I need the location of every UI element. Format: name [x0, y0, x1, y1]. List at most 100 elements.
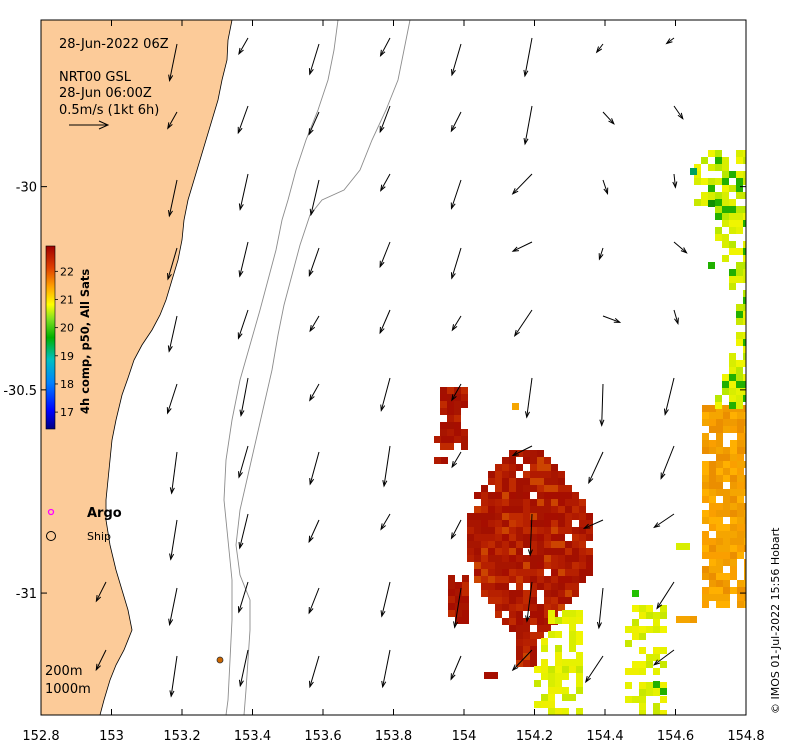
sst-pixel	[481, 520, 488, 527]
sst-pixel	[544, 548, 551, 555]
sst-pixel	[716, 454, 723, 461]
sst-pixel	[530, 569, 537, 576]
sst-pixel	[440, 422, 447, 429]
current-arrowhead	[238, 471, 243, 479]
current-arrowhead	[379, 326, 385, 335]
axis-ticks: 152.8 153 153.2 153.4 153.6 153.8 154 154.2 154.…	[3, 20, 765, 744]
sst-pixel	[544, 478, 551, 485]
sst-pixel	[523, 478, 530, 485]
sst-pixel	[495, 527, 502, 534]
sst-pixel	[488, 478, 495, 485]
sst-pixel	[730, 552, 737, 559]
sst-pixel	[495, 548, 502, 555]
sst-pixel	[646, 689, 653, 696]
current-arrowhead	[608, 118, 615, 125]
current-arrowhead	[665, 38, 673, 45]
sst-pixel	[709, 552, 716, 559]
sst-pixel	[565, 520, 572, 527]
sst-pixel	[530, 632, 537, 639]
sst-pixel	[730, 538, 737, 545]
sst-pixel	[555, 652, 562, 659]
sst-pixel	[743, 255, 746, 262]
sst-pixel	[495, 464, 502, 471]
current-arrowhead	[451, 461, 458, 469]
sst-pixel	[516, 527, 523, 534]
sst-pixel	[702, 461, 709, 468]
sst-pixel	[737, 440, 744, 447]
colorbar-tick-label: 22	[60, 265, 74, 278]
sst-pixel	[462, 589, 469, 596]
sst-pixel	[660, 688, 667, 695]
current-arrowhead	[308, 535, 314, 544]
sst-pixel	[744, 510, 746, 517]
sst-pixel	[716, 524, 723, 531]
current-arrowhead	[450, 125, 457, 133]
current-arrowhead	[238, 203, 244, 211]
sst-pixel	[541, 638, 548, 645]
current-arrow	[380, 37, 391, 57]
sst-pixel	[516, 485, 523, 492]
sst-pixel	[586, 555, 593, 562]
sst-pixel	[709, 412, 716, 419]
sst-pixel	[440, 429, 447, 436]
sst-pixel	[702, 475, 709, 482]
sst-pixel	[737, 489, 744, 496]
sst-pixel	[743, 381, 746, 388]
sst-pixel	[743, 241, 746, 248]
sst-pixel	[708, 150, 715, 157]
current-arrow	[660, 445, 675, 479]
sst-pixel	[722, 381, 729, 388]
sst-pixel	[723, 468, 730, 475]
sst-pixel	[708, 178, 715, 185]
sst-pixel	[702, 440, 709, 447]
sst-pixel	[722, 388, 729, 395]
sst-pixel	[544, 520, 551, 527]
sst-pixel	[737, 594, 744, 601]
sst-pixel	[447, 443, 454, 450]
sst-pixel	[488, 513, 495, 520]
sst-pixel	[523, 625, 530, 632]
sst-pixel	[716, 503, 723, 510]
current-arrowhead	[603, 187, 609, 195]
sst-pixel	[537, 583, 544, 590]
current-arrowhead	[677, 112, 684, 120]
sst-pixel	[537, 457, 544, 464]
sst-pixel	[702, 552, 709, 559]
current-vectors	[95, 37, 688, 698]
current-arrow	[310, 179, 320, 215]
sst-pixel	[743, 192, 746, 199]
sst-pixel	[709, 573, 716, 580]
sst-pixel	[579, 527, 586, 534]
current-arrowhead	[168, 209, 173, 218]
sst-pixel	[653, 668, 660, 675]
sst-pixel	[576, 673, 583, 680]
sst-pixel	[723, 475, 730, 482]
current-arrowhead	[663, 408, 669, 416]
current-arrowhead	[450, 202, 456, 210]
sst-pixel	[723, 426, 730, 433]
current-arrow	[664, 377, 675, 415]
current-arrow	[673, 241, 687, 254]
sst-pixel	[509, 527, 516, 534]
current-arrow	[239, 241, 249, 277]
sst-pixel	[488, 590, 495, 597]
sst-pixel	[544, 583, 551, 590]
sst-pixel	[495, 576, 502, 583]
current-arrow	[602, 315, 620, 323]
sst-pixel	[660, 696, 667, 703]
current-arrowhead	[309, 208, 315, 217]
sst-pixel	[537, 450, 544, 457]
sst-pixel	[569, 610, 576, 617]
sst-pixel	[509, 569, 516, 576]
sst-pixel	[516, 513, 523, 520]
sst-pixel	[509, 534, 516, 541]
sst-pixel	[709, 566, 716, 573]
sst-pixel	[555, 680, 562, 687]
sst-pixel	[709, 489, 716, 496]
sst-pixel	[737, 468, 744, 475]
land-mass	[41, 20, 233, 715]
sst-pixel	[646, 682, 653, 689]
sst-pixel	[484, 672, 491, 679]
sst-pixel	[702, 496, 709, 503]
